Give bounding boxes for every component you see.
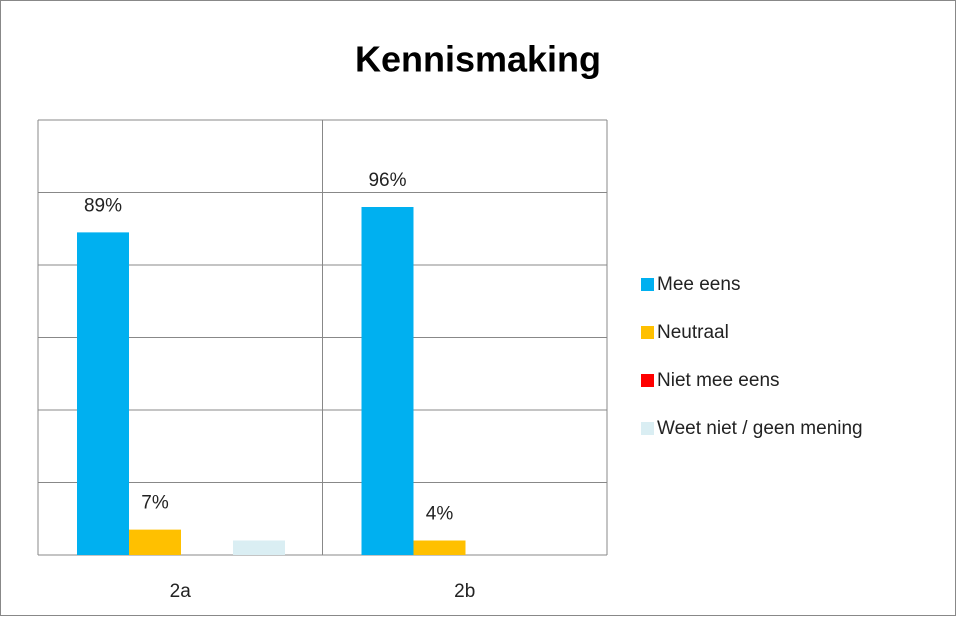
data-label: 89% (84, 195, 122, 216)
x-tick-label: 2b (454, 581, 475, 602)
legend-label: Niet mee eens (657, 370, 780, 391)
bar (413, 540, 466, 555)
data-label: 7% (141, 493, 169, 514)
bar (129, 529, 181, 555)
bar (361, 207, 414, 555)
x-tick-label: 2a (170, 581, 192, 602)
legend-swatch (641, 374, 654, 387)
legend-swatch (641, 278, 654, 291)
bar (77, 232, 129, 555)
data-label: 4% (426, 504, 454, 525)
legend-label: Mee eens (657, 274, 740, 295)
bar (233, 540, 285, 555)
legend-label: Neutraal (657, 322, 729, 343)
chart-title: Kennismaking (355, 39, 601, 80)
legend-swatch (641, 422, 654, 435)
legend-label: Weet niet / geen mening (657, 418, 863, 439)
legend-swatch (641, 326, 654, 339)
data-label: 96% (368, 170, 406, 191)
